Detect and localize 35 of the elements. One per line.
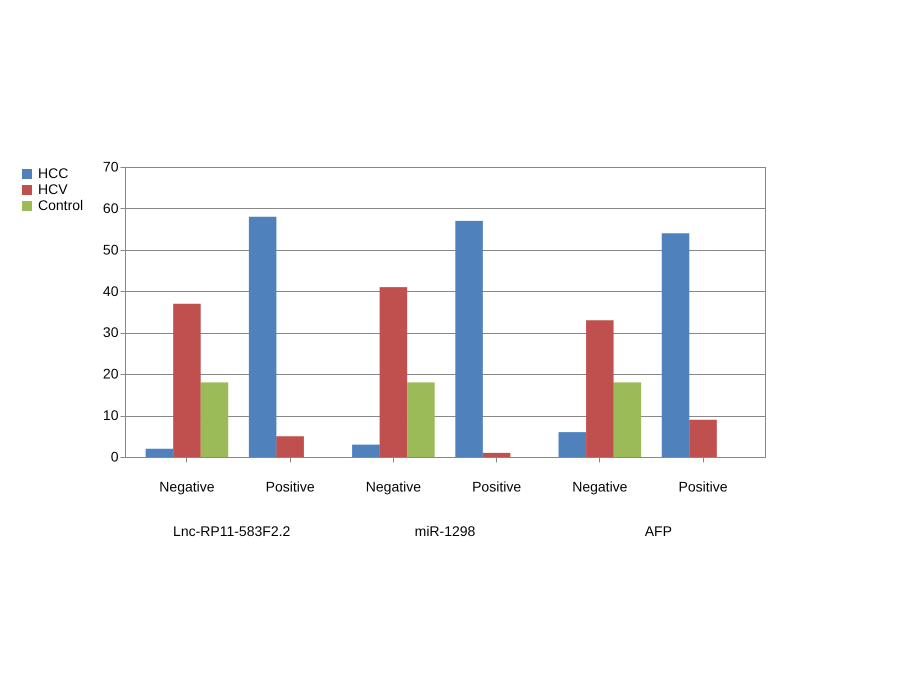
bar <box>200 382 228 457</box>
x-tick-label: Negative <box>572 478 628 494</box>
bar <box>146 448 174 457</box>
y-tick-label: 20 <box>102 366 119 382</box>
bar <box>482 452 510 457</box>
y-tick-label: 10 <box>102 407 119 424</box>
bar <box>248 216 276 457</box>
x-tick-label: Negative <box>366 478 422 494</box>
y-tick-label: 30 <box>102 324 119 340</box>
bar <box>407 382 435 457</box>
bar <box>614 382 642 457</box>
text: Lnc-RP11-583F2.2 <box>173 523 291 539</box>
y-tick-label: 0 <box>110 448 119 464</box>
y-tick-label: 70 <box>102 158 119 174</box>
text: miR-1298 <box>414 523 476 539</box>
bar <box>662 233 690 457</box>
x-tick-label: Positive <box>472 478 522 494</box>
bar <box>689 420 717 457</box>
bar <box>173 304 201 457</box>
bar <box>276 436 304 457</box>
legend-label: HCV <box>38 181 68 197</box>
bar <box>380 287 408 457</box>
bar <box>352 444 380 457</box>
y-tick-label: 50 <box>102 241 119 258</box>
text: AFP <box>644 523 672 539</box>
x-tick-label: Positive <box>678 478 728 494</box>
x-tick-label: Positive <box>266 478 315 494</box>
y-tick-label: 40 <box>102 282 119 299</box>
bar <box>455 220 483 457</box>
y-tick-label: 60 <box>102 200 119 216</box>
x-tick-label: Negative <box>159 478 215 494</box>
legend-label: Control <box>38 197 84 213</box>
bar <box>558 432 586 457</box>
legend-label: HCC <box>38 165 68 181</box>
bar <box>586 320 614 457</box>
